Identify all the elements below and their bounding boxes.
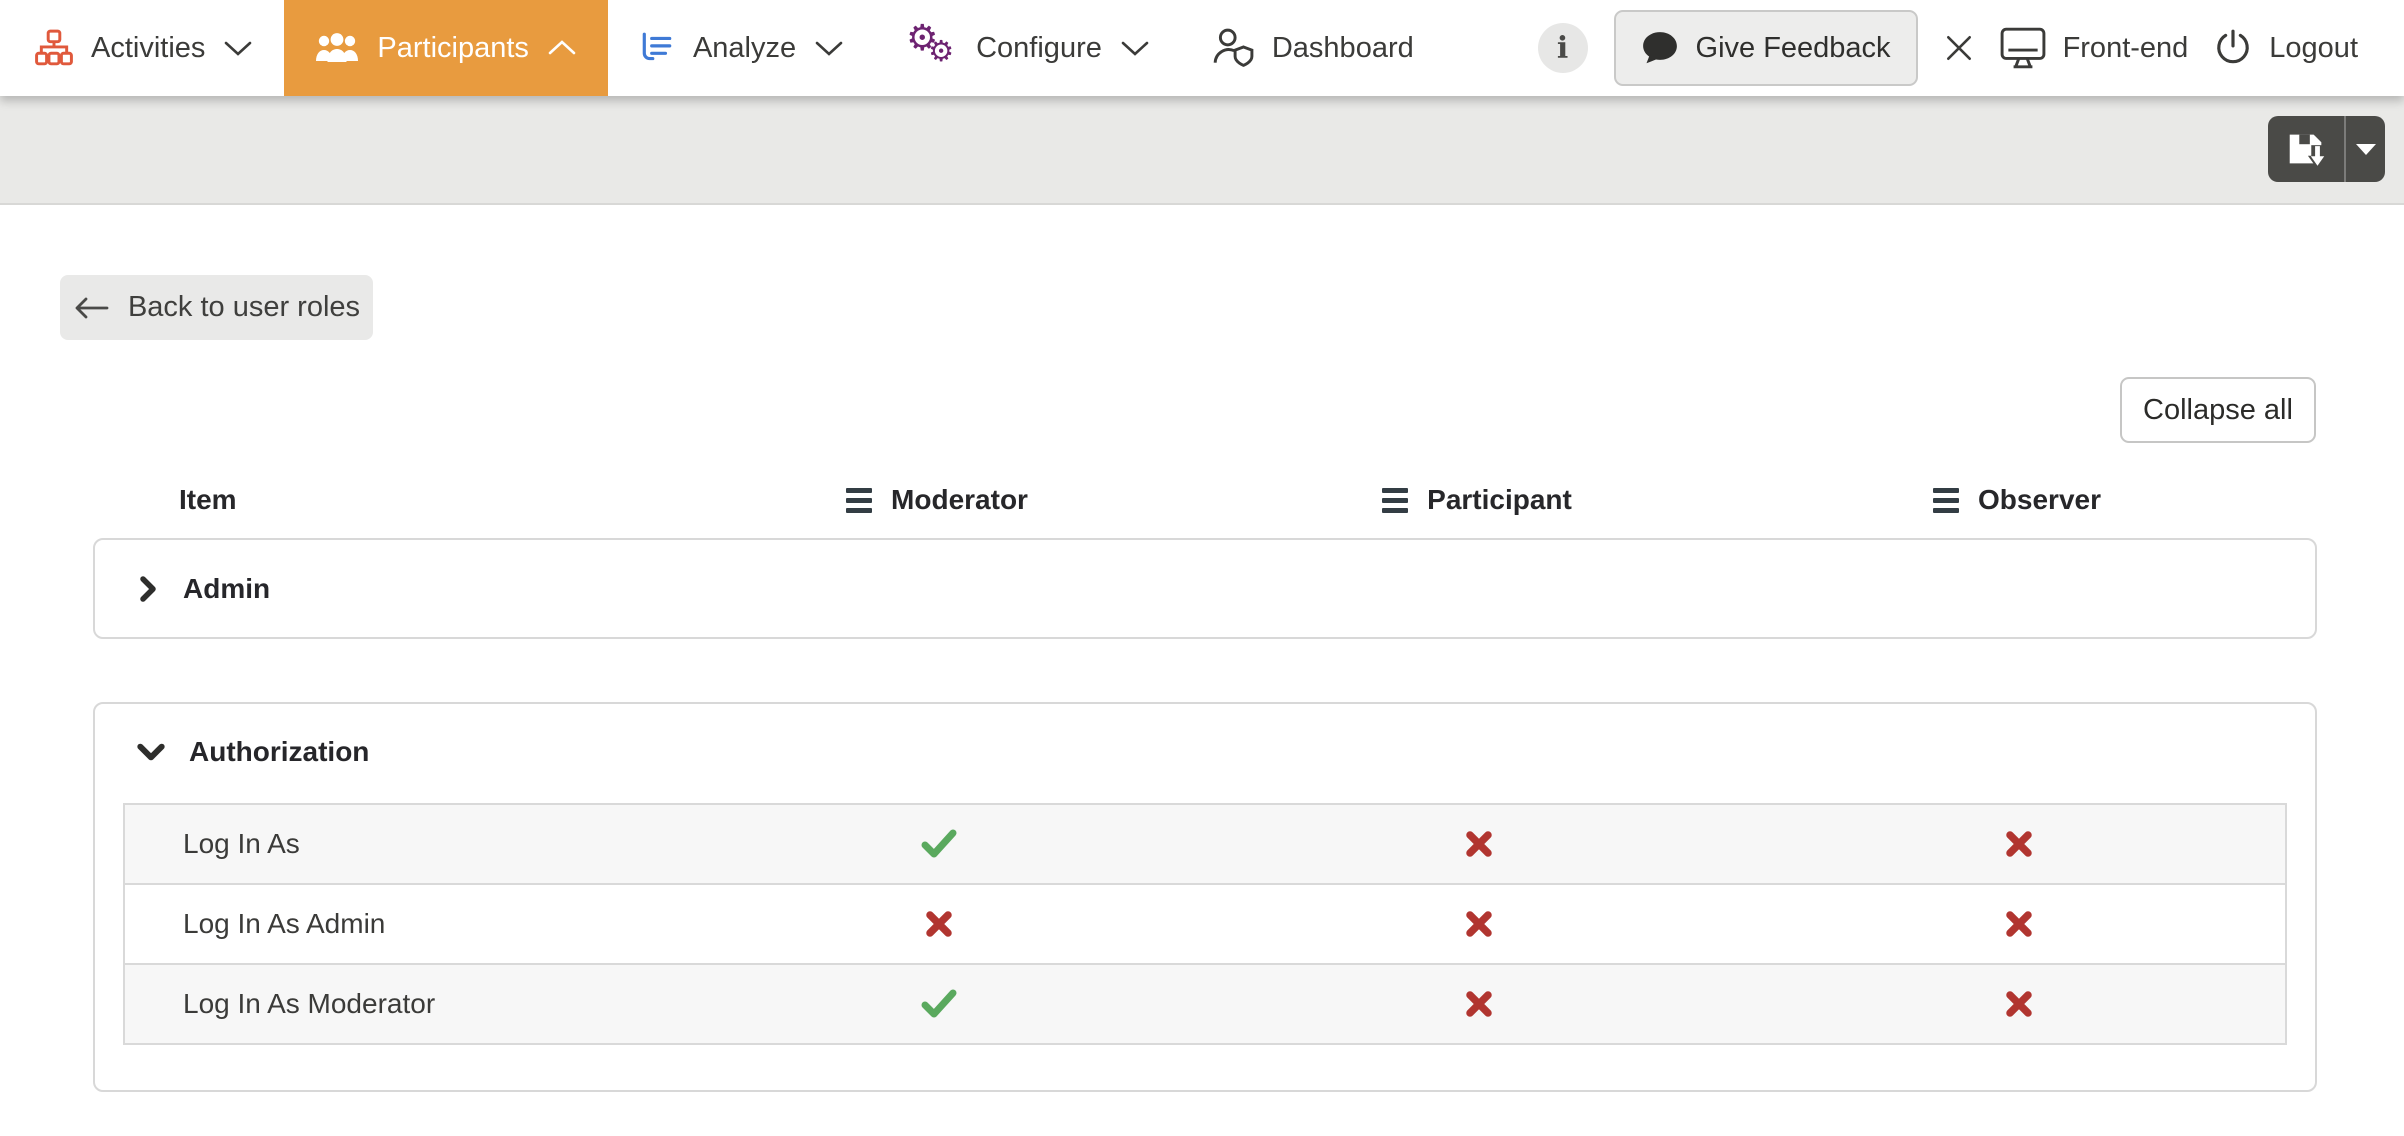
check-icon [921, 989, 957, 1018]
column-header-moderator[interactable]: Moderator [667, 484, 1207, 516]
gears-icon: ⚙ ⚙ [906, 17, 955, 68]
info-icon: i [1556, 30, 1569, 66]
give-feedback-label: Give Feedback [1695, 31, 1891, 64]
table-row-log-in-as: Log In As [125, 805, 2285, 883]
permission-observer[interactable] [1749, 830, 2289, 858]
people-icon [315, 32, 359, 64]
nav-item-activities[interactable]: Activities [4, 0, 284, 96]
save-icon [2283, 126, 2329, 172]
cross-icon [2006, 831, 2032, 857]
chevron-down-icon [223, 39, 253, 57]
nav-item-label: Analyze [692, 31, 797, 64]
nav-item-analyze[interactable]: Analyze [608, 0, 875, 96]
permission-participant[interactable] [1209, 990, 1749, 1018]
save-button[interactable] [2268, 116, 2346, 182]
back-button-label: Back to user roles [127, 291, 361, 323]
column-header-label: Moderator [891, 484, 1028, 515]
caret-down-icon [2355, 143, 2376, 155]
close-icon[interactable] [1944, 33, 1974, 63]
cross-icon [926, 911, 952, 937]
power-icon [2214, 28, 2252, 68]
nav-item-participants[interactable]: Participants [284, 0, 608, 96]
section-admin[interactable]: Admin [93, 538, 2317, 639]
permission-observer[interactable] [1749, 910, 2289, 938]
table-row-log-in-as-admin: Log In As Admin [125, 883, 2285, 963]
chevron-down-icon [814, 39, 844, 57]
nav-main-menu: Activities Participants [0, 0, 1445, 96]
nav-item-dashboard[interactable]: Dashboard [1181, 0, 1445, 96]
cross-icon [2006, 911, 2032, 937]
column-header-label: Observer [1978, 484, 2101, 515]
nav-item-label: Activities [91, 31, 206, 64]
front-end-link[interactable]: Front-end [2000, 27, 2189, 69]
nav-item-label: Participants [377, 31, 529, 64]
cross-icon [1466, 831, 1492, 857]
chevron-down-icon [1120, 39, 1150, 57]
nav-item-label: Dashboard [1271, 31, 1414, 64]
save-options-dropdown[interactable] [2346, 116, 2385, 182]
section-authorization: Authorization Log In As Log In As Admin [93, 702, 2317, 1092]
info-button[interactable]: i [1537, 23, 1588, 73]
speech-bubble-icon [1641, 30, 1679, 66]
section-title: Admin [183, 572, 271, 604]
top-navigation-bar: Activities Participants [0, 0, 2404, 96]
permission-participant[interactable] [1209, 830, 1749, 858]
menu-icon [1933, 487, 1960, 513]
check-icon [921, 829, 957, 858]
table-row-log-in-as-moderator: Log In As Moderator [125, 963, 2285, 1043]
arrow-left-icon [73, 295, 109, 321]
chevron-down-icon [136, 739, 166, 765]
page-toolbar [0, 96, 2404, 205]
column-header-observer[interactable]: Observer [1747, 484, 2287, 516]
permission-participant[interactable] [1209, 910, 1749, 938]
row-item-label: Log In As [183, 828, 300, 859]
nav-item-configure[interactable]: ⚙ ⚙ Configure [875, 0, 1181, 96]
row-item-label: Log In As Admin [183, 908, 386, 939]
cross-icon [2006, 991, 2032, 1017]
column-header-participant[interactable]: Participant [1207, 484, 1747, 516]
collapse-all-button[interactable]: Collapse all [2120, 377, 2316, 443]
permission-moderator[interactable] [669, 829, 1209, 859]
logout-label: Logout [2269, 31, 2358, 64]
section-authorization-header[interactable]: Authorization [95, 704, 2315, 768]
nav-item-label: Configure [976, 31, 1102, 64]
row-item-label: Log In As Moderator [183, 988, 436, 1019]
menu-icon [1382, 487, 1409, 513]
front-end-label: Front-end [2062, 31, 2189, 64]
permission-observer[interactable] [1749, 990, 2289, 1018]
monitor-icon [2000, 27, 2046, 69]
save-split-button [2268, 116, 2385, 182]
chevron-up-icon [547, 39, 577, 57]
permissions-table-header: Item Moderator Participant Observer [123, 465, 2287, 535]
back-to-user-roles-button[interactable]: Back to user roles [60, 275, 373, 340]
give-feedback-button[interactable]: Give Feedback [1613, 10, 1918, 86]
cross-icon [1466, 911, 1492, 937]
column-header-label: Participant [1427, 484, 1572, 515]
menu-icon [846, 487, 873, 513]
sitemap-icon [35, 29, 73, 67]
collapse-all-label: Collapse all [2143, 393, 2293, 426]
section-title: Authorization [189, 736, 370, 767]
permission-moderator[interactable] [669, 989, 1209, 1019]
chevron-right-icon [136, 574, 160, 604]
nav-utility-menu: i Give Feedback Front-end [1537, 0, 2404, 96]
cross-icon [1466, 991, 1492, 1017]
permissions-table: Log In As Log In As Admin [123, 803, 2287, 1045]
person-shield-icon [1212, 27, 1254, 69]
column-header-item: Item [179, 484, 237, 515]
permission-moderator[interactable] [669, 910, 1209, 938]
bar-chart-icon [639, 31, 675, 65]
logout-button[interactable]: Logout [2214, 28, 2358, 68]
